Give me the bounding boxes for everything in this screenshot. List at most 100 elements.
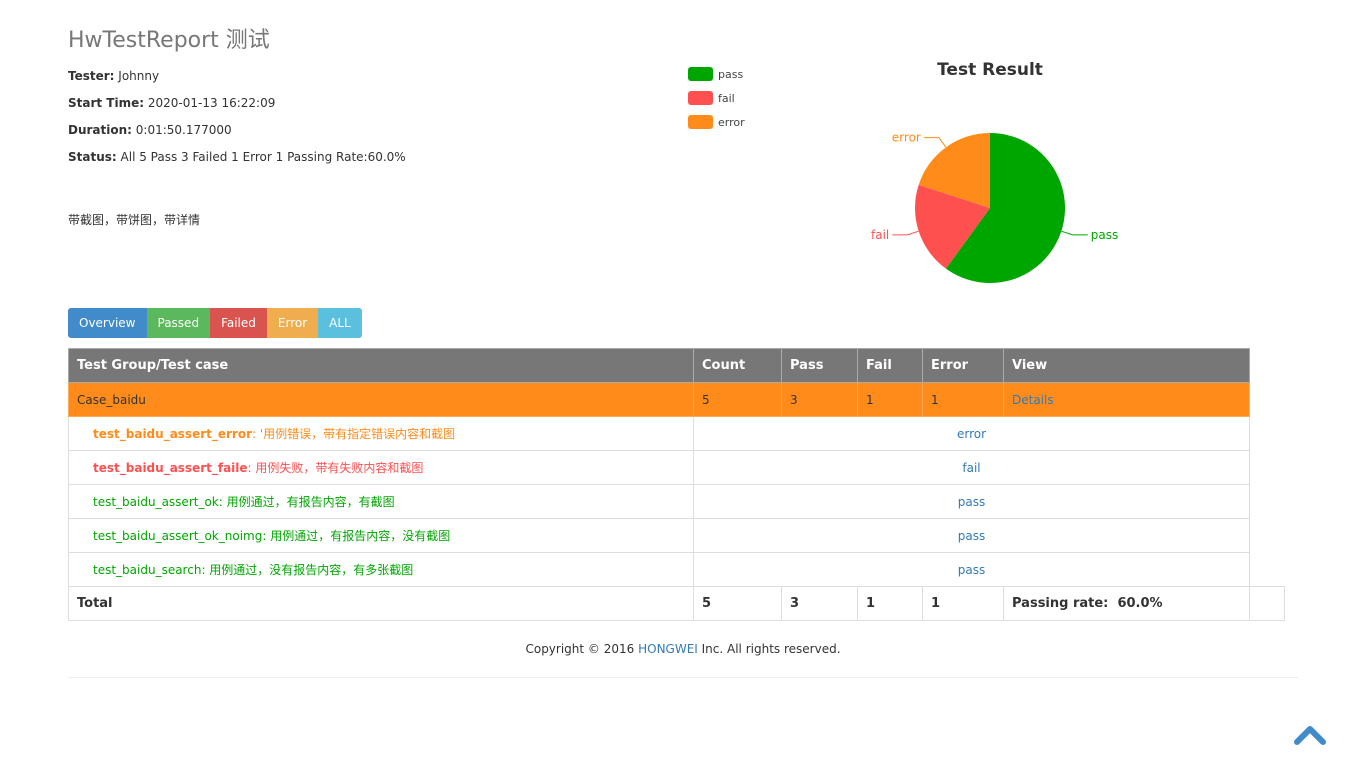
total-fail: 1 [857,586,923,621]
test-case-name: test_baidu_assert_faile [93,461,248,475]
header-count: Count [693,348,782,383]
header-view: View [1003,348,1250,383]
total-pass: 3 [781,586,858,621]
pie-label-error: error [892,131,921,145]
test-result-cell: pass [693,552,1250,587]
test-result-cell: pass [693,518,1250,553]
footer-divider [68,677,1298,678]
test-case-description: : 用例通过，没有报告内容，有多张截图 [201,563,414,577]
duration-label: Duration: [68,123,132,137]
group-count: 5 [693,382,782,417]
filter-button-group: Overview Passed Failed Error ALL [68,308,362,338]
test-case-name: test_baidu_search [93,563,202,577]
duration-info: Duration: 0:01:50.177000 [68,123,232,137]
total-label: Total [68,586,694,621]
test-case-cell: test_baidu_assert_ok_noimg: 用例通过，有报告内容，没… [68,518,694,553]
test-case-name: test_baidu_assert_ok [93,495,219,509]
total-count: 5 [693,586,782,621]
status-value: All 5 Pass 3 Failed 1 Error 1 Passing Ra… [120,150,406,164]
header-error: Error [922,348,1004,383]
legend-label-fail: fail [718,91,735,105]
total-rate-value: 60.0% [1117,596,1163,611]
test-result-link[interactable]: error [956,426,987,441]
table-header-row: Test Group/Test case Count Pass Fail Err… [68,348,1285,383]
total-error: 1 [922,586,1004,621]
chevron-up-icon[interactable] [1293,722,1327,748]
report-description: 带截图，带饼图，带详情 [68,213,201,227]
table-row: test_baidu_assert_error: '用例错误，带有指定错误内容和… [68,416,1285,451]
pie-label-fail: fail [871,228,889,242]
header-pass: Pass [781,348,858,383]
test-result-cell: fail [693,450,1250,485]
group-error: 1 [922,382,1004,417]
all-button[interactable]: ALL [318,308,362,338]
pie-label-line-fail [892,230,919,236]
pie-label-line-error [923,137,947,148]
total-extra-cell [1249,586,1285,621]
results-table: Test Group/Test case Count Pass Fail Err… [68,348,1285,621]
overview-button[interactable]: Overview [68,308,147,338]
start-time-label: Start Time: [68,96,145,110]
legend-swatch-fail [688,91,713,105]
group-fail: 1 [857,382,923,417]
pie-chart: pass fail error [871,131,1118,284]
start-time-info: Start Time: 2020-01-13 16:22:09 [68,96,275,110]
test-case-cell: test_baidu_assert_error: '用例错误，带有指定错误内容和… [68,416,694,451]
test-case-cell: test_baidu_assert_faile: 用例失败，带有失败内容和截图 [68,450,694,485]
pie-slice-fail[interactable] [914,184,990,269]
table-row: test_baidu_assert_ok: 用例通过，有报告内容，有截图 pass [68,484,1285,519]
test-result-link[interactable]: fail [962,460,981,475]
chart-title: Test Result [937,60,1043,80]
details-link[interactable]: Details [1012,392,1054,407]
tester-label: Tester: [68,69,115,83]
pie-slice-error[interactable] [918,133,990,208]
table-row: test_baidu_search: 用例通过，没有报告内容，有多张截图 pass [68,552,1285,587]
status-label: Status: [68,150,117,164]
test-case-name: test_baidu_assert_ok_noimg [93,529,263,543]
pie-label-line-pass [1061,230,1088,236]
legend-item-fail[interactable]: fail [688,86,745,110]
pie-slice-pass[interactable] [945,133,1066,284]
legend-swatch-error [688,115,713,129]
test-result-link[interactable]: pass [957,494,986,509]
legend-item-pass[interactable]: pass [688,62,745,86]
total-rate: Passing rate: 60.0% [1003,586,1250,621]
chart-legend: pass fail error [688,62,745,134]
group-pass: 3 [781,382,858,417]
legend-label-error: error [718,115,745,129]
total-row: Total 5 3 1 1 Passing rate: 60.0% [68,586,1285,621]
failed-button[interactable]: Failed [210,308,267,338]
group-name: Case_baidu [68,382,694,417]
test-result-cell: error [693,416,1250,451]
group-row: Case_baidu 5 3 1 1 Details [68,382,1285,417]
footer-suffix: Inc. All rights reserved. [697,642,841,656]
test-case-cell: test_baidu_assert_ok: 用例通过，有报告内容，有截图 [68,484,694,519]
test-result-link[interactable]: pass [957,528,986,543]
table-row: test_baidu_assert_faile: 用例失败，带有失败内容和截图 f… [68,450,1285,485]
test-result-cell: pass [693,484,1250,519]
footer: Copyright © 2016 HONGWEI Inc. All rights… [0,642,1366,656]
status-info: Status: All 5 Pass 3 Failed 1 Error 1 Pa… [68,150,406,164]
tester-info: Tester: Johnny [68,69,159,83]
footer-prefix: Copyright © 2016 [525,642,639,656]
header-test-case: Test Group/Test case [68,348,694,383]
error-button[interactable]: Error [266,308,319,338]
company-link[interactable]: HONGWEI [638,642,698,656]
test-case-name: test_baidu_assert_error [93,427,252,441]
tester-value: Johnny [118,69,160,83]
passed-button[interactable]: Passed [146,308,211,338]
total-rate-label: Passing rate: [1012,596,1109,611]
table-row: test_baidu_assert_ok_noimg: 用例通过，有报告内容，没… [68,518,1285,553]
test-case-description: : '用例错误，带有指定错误内容和截图 [252,427,456,441]
legend-item-error[interactable]: error [688,110,745,134]
header-fail: Fail [857,348,923,383]
test-case-description: : 用例失败，带有失败内容和截图 [247,461,424,475]
duration-value: 0:01:50.177000 [135,123,232,137]
test-result-link[interactable]: pass [957,562,986,577]
group-view-cell: Details [1003,382,1250,417]
start-time-value: 2020-01-13 16:22:09 [147,96,276,110]
page-title: HwTestReport 测试 [68,28,270,53]
test-case-description: : 用例通过，有报告内容，有截图 [218,495,395,509]
legend-swatch-pass [688,67,713,81]
test-case-description: : 用例通过，有报告内容，没有截图 [262,529,451,543]
